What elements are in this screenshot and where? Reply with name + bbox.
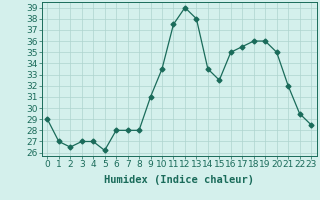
X-axis label: Humidex (Indice chaleur): Humidex (Indice chaleur) [104, 175, 254, 185]
